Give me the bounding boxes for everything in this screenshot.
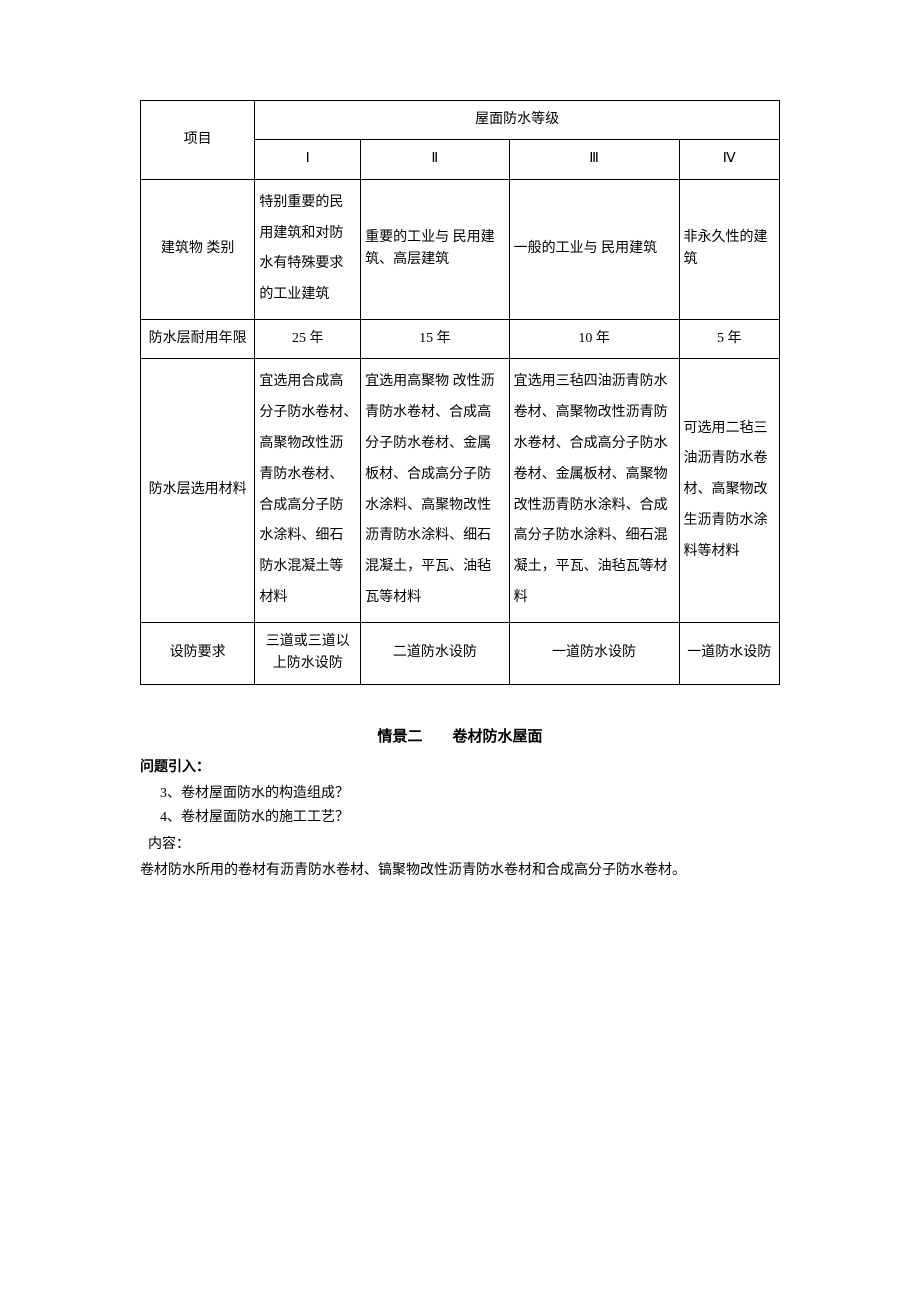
row-materials-label: 防水层选用材料 (141, 359, 255, 622)
header-grade-title: 屋面防水等级 (255, 101, 780, 140)
grade-1: Ⅰ (255, 140, 361, 179)
content-label: 内容： (140, 834, 780, 856)
materials-1: 宜选用合成高分子防水卷材、 高聚物改性沥青防水卷材、合成高分子防水涂料、细石防水… (255, 359, 361, 622)
durability-1: 25 年 (255, 319, 361, 358)
defense-4: 一道防水设防 (679, 622, 779, 684)
building-type-2: 重要的工业与 民用建筑、高层建筑 (361, 179, 510, 319)
row-defense-label: 设防要求 (141, 622, 255, 684)
grade-3: Ⅲ (509, 140, 679, 179)
building-type-1: 特别重要的民用建筑和对防水有特殊要求的工业建筑 (255, 179, 361, 319)
grade-2: Ⅱ (361, 140, 510, 179)
question-4: 4、卷材屋面防水的施工工艺？ (140, 807, 780, 829)
waterproof-grade-table: 项目 屋面防水等级 Ⅰ Ⅱ Ⅲ Ⅳ 建筑物 类别 特别重要的民用建筑和对防水有特… (140, 100, 780, 685)
defense-3: 一道防水设防 (509, 622, 679, 684)
defense-1: 三道或三道以上防水设防 (255, 622, 361, 684)
row-building-type-label: 建筑物 类别 (141, 179, 255, 319)
durability-3: 10 年 (509, 319, 679, 358)
question-3: 3、卷材屋面防水的构造组成？ (140, 783, 780, 805)
building-type-4: 非永久性的建筑 (679, 179, 779, 319)
section-title: 情景二 卷材防水屋面 (140, 725, 780, 749)
question-intro: 问题引入： (140, 757, 780, 779)
content-text: 卷材防水所用的卷材有沥青防水卷材、镐聚物改性沥青防水卷材和合成高分子防水卷材。 (140, 860, 780, 882)
defense-2: 二道防水设防 (361, 622, 510, 684)
materials-2: 宜选用高聚物 改性沥青防水卷材、合成高分子防水卷材、金属板材、合成高分子防水涂料… (361, 359, 510, 622)
row-durability-label: 防水层耐用年限 (141, 319, 255, 358)
materials-3: 宜选用三毡四油沥青防水卷材、高聚物改性沥青防水卷材、合成高分子防水卷材、金属板材… (509, 359, 679, 622)
grade-4: Ⅳ (679, 140, 779, 179)
header-project: 项目 (141, 101, 255, 180)
materials-4: 可选用二毡三油沥青防水卷材、高聚物改生沥青防水涂料等材料 (679, 359, 779, 622)
durability-2: 15 年 (361, 319, 510, 358)
building-type-3: 一般的工业与 民用建筑 (509, 179, 679, 319)
durability-4: 5 年 (679, 319, 779, 358)
